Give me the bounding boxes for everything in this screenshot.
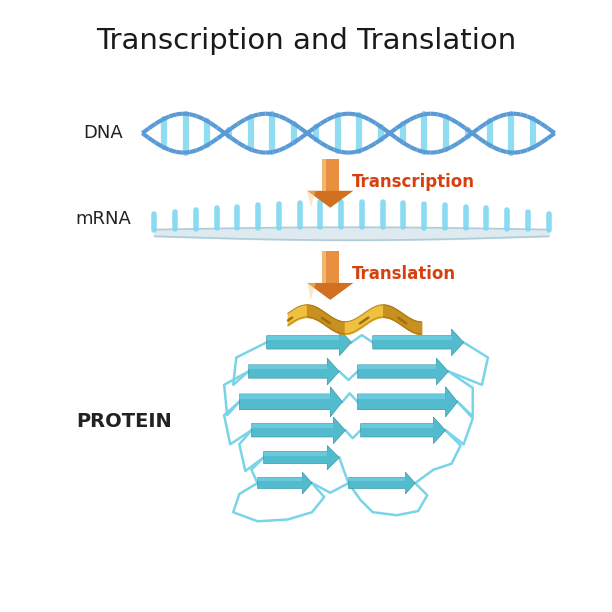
Polygon shape: [258, 472, 312, 494]
Polygon shape: [322, 252, 326, 283]
Polygon shape: [252, 424, 334, 428]
Polygon shape: [264, 446, 340, 470]
Text: mRNA: mRNA: [75, 211, 131, 228]
Text: PROTEIN: PROTEIN: [76, 412, 172, 431]
Polygon shape: [348, 472, 415, 494]
Polygon shape: [360, 424, 433, 428]
Polygon shape: [357, 358, 449, 385]
Text: Transcription: Transcription: [351, 173, 474, 191]
Polygon shape: [322, 159, 326, 191]
Polygon shape: [267, 336, 340, 340]
Polygon shape: [264, 452, 327, 456]
Polygon shape: [357, 387, 458, 417]
Polygon shape: [357, 394, 446, 400]
Polygon shape: [322, 252, 339, 283]
Text: Translation: Translation: [351, 266, 455, 283]
Text: Transcription and Translation: Transcription and Translation: [96, 27, 516, 55]
Polygon shape: [258, 477, 302, 482]
Polygon shape: [357, 365, 436, 370]
Polygon shape: [322, 159, 339, 191]
Polygon shape: [239, 387, 342, 417]
Polygon shape: [267, 329, 351, 356]
Polygon shape: [373, 336, 452, 340]
Polygon shape: [307, 283, 353, 300]
Polygon shape: [248, 365, 327, 370]
Polygon shape: [248, 358, 340, 385]
Text: DNA: DNA: [83, 124, 123, 142]
Polygon shape: [348, 477, 406, 482]
Polygon shape: [307, 283, 316, 300]
Polygon shape: [373, 329, 464, 356]
Polygon shape: [360, 417, 446, 444]
Polygon shape: [307, 191, 316, 207]
Polygon shape: [307, 191, 353, 207]
Polygon shape: [239, 394, 330, 400]
Polygon shape: [252, 417, 345, 444]
